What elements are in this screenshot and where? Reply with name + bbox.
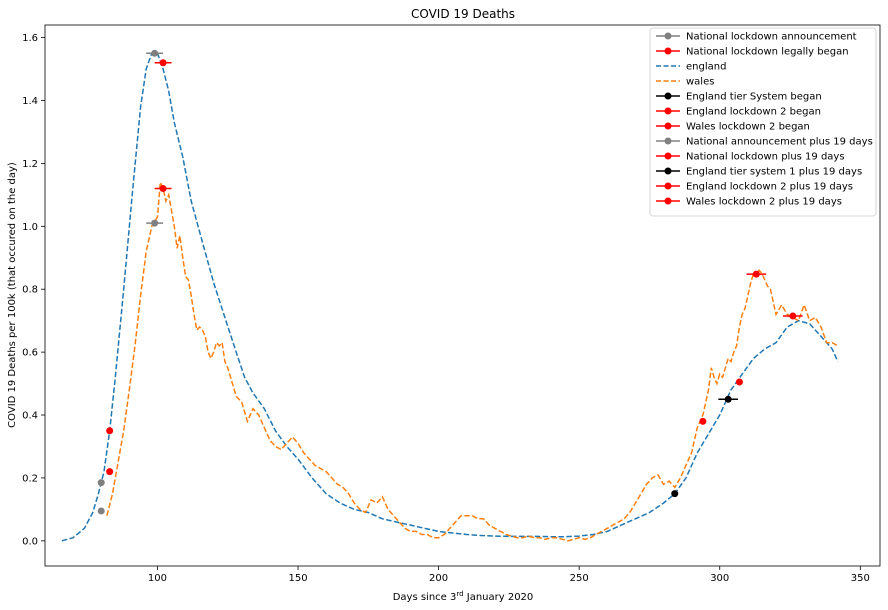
legend-box	[649, 27, 877, 217]
legend-item: England lockdown 2 began	[656, 107, 821, 118]
legend-item: National announcement plus 19 days	[656, 137, 873, 148]
x-tick-label-150: 150	[288, 573, 307, 584]
marker-point-2-0	[671, 490, 679, 498]
marker-point-1-0	[106, 468, 114, 476]
legend-swatch-marker	[664, 167, 672, 175]
y-tick-label-0.8: 0.8	[22, 285, 38, 296]
plot-area	[61, 49, 839, 542]
legend-item: Wales lockdown 2 began	[656, 122, 810, 133]
y-tick-label-0: 0.0	[22, 536, 38, 547]
marker-point-7-0	[724, 395, 732, 403]
y-tick-label-0.6: 0.6	[22, 348, 38, 359]
legend-item: England tier system 1 plus 19 days	[656, 167, 862, 178]
legend-item: wales	[656, 77, 714, 88]
series-line-england	[61, 52, 839, 542]
legend-item: National lockdown plus 19 days	[656, 152, 845, 163]
plot-inner	[61, 49, 839, 542]
legend-swatch-marker	[664, 152, 672, 160]
legend-swatch-marker	[664, 122, 672, 130]
legend-swatch-marker	[664, 107, 672, 115]
legend-swatch-marker	[664, 47, 672, 55]
y-tick-label-0.4: 0.4	[22, 411, 38, 422]
legend-item: england	[656, 62, 726, 73]
x-tick-label-350: 350	[851, 573, 870, 584]
y-axis-label: COVID 19 Deaths per 100k (that occured o…	[7, 162, 18, 428]
legend-label: National lockdown legally began	[686, 47, 849, 58]
legend-label: National lockdown plus 19 days	[686, 152, 845, 163]
legend-label: National lockdown announcement	[686, 32, 857, 43]
x-axis-label-rest: January 2020	[464, 592, 534, 603]
marker-point-0-1	[97, 479, 105, 487]
marker-point-5-0	[151, 49, 159, 57]
marker-point-4-0	[699, 417, 707, 425]
x-axis-label-main: Days since 3	[393, 592, 457, 603]
legend-label: wales	[686, 77, 714, 88]
y-tick-label-1.2: 1.2	[22, 159, 38, 170]
marker-point-8-0	[789, 312, 797, 320]
marker-point-6-1	[159, 185, 167, 193]
y-tick-label-1.4: 1.4	[22, 96, 38, 107]
legend-item: National lockdown legally began	[656, 47, 849, 58]
legend-swatch-marker	[664, 197, 672, 205]
marker-point-9-0	[752, 270, 760, 278]
legend-label: England lockdown 2 began	[686, 107, 821, 118]
marker-point-1-1	[106, 427, 114, 435]
marker-point-6-0	[159, 59, 167, 67]
x-axis-label: Days since 3rd January 2020	[393, 590, 534, 603]
marker-point-0-0	[97, 507, 105, 515]
legend-label: England tier System began	[686, 92, 822, 103]
legend: National lockdown announcement National l…	[649, 27, 877, 217]
x-tick-label-100: 100	[148, 573, 167, 584]
legend-swatch-marker	[664, 32, 672, 40]
chart-title: COVID 19 Deaths	[411, 7, 515, 21]
legend-label: england	[686, 62, 726, 73]
x-tick-label-200: 200	[429, 573, 448, 584]
y-tick-label-0.2: 0.2	[22, 473, 38, 484]
series-line-wales	[106, 181, 839, 542]
legend-label: Wales lockdown 2 plus 19 days	[686, 197, 842, 208]
legend-item: Wales lockdown 2 plus 19 days	[656, 197, 842, 208]
marker-point-5-1	[151, 219, 159, 227]
legend-label: England tier system 1 plus 19 days	[686, 167, 862, 178]
legend-swatch-marker	[664, 182, 672, 190]
marker-point-3-0	[735, 378, 743, 386]
y-tick-label-1.6: 1.6	[22, 33, 38, 44]
y-tick-label-1: 1.0	[22, 222, 38, 233]
x-tick-label-250: 250	[570, 573, 589, 584]
legend-item: England lockdown 2 plus 19 days	[656, 182, 853, 193]
legend-label: England lockdown 2 plus 19 days	[686, 182, 853, 193]
legend-swatch-marker	[664, 92, 672, 100]
legend-label: Wales lockdown 2 began	[686, 122, 810, 133]
legend-item: England tier System began	[656, 92, 822, 103]
x-axis-label-sup: rd	[456, 590, 463, 598]
legend-item: National lockdown announcement	[656, 32, 857, 43]
legend-label: National announcement plus 19 days	[686, 137, 873, 148]
x-tick-label-300: 300	[710, 573, 729, 584]
legend-swatch-marker	[664, 137, 672, 145]
axes: 100 150 200 250 300 350 0.0 0.2 0.4 0.6 0.8 1.0 1.2 1…	[22, 24, 881, 584]
plot-frame	[44, 24, 881, 567]
